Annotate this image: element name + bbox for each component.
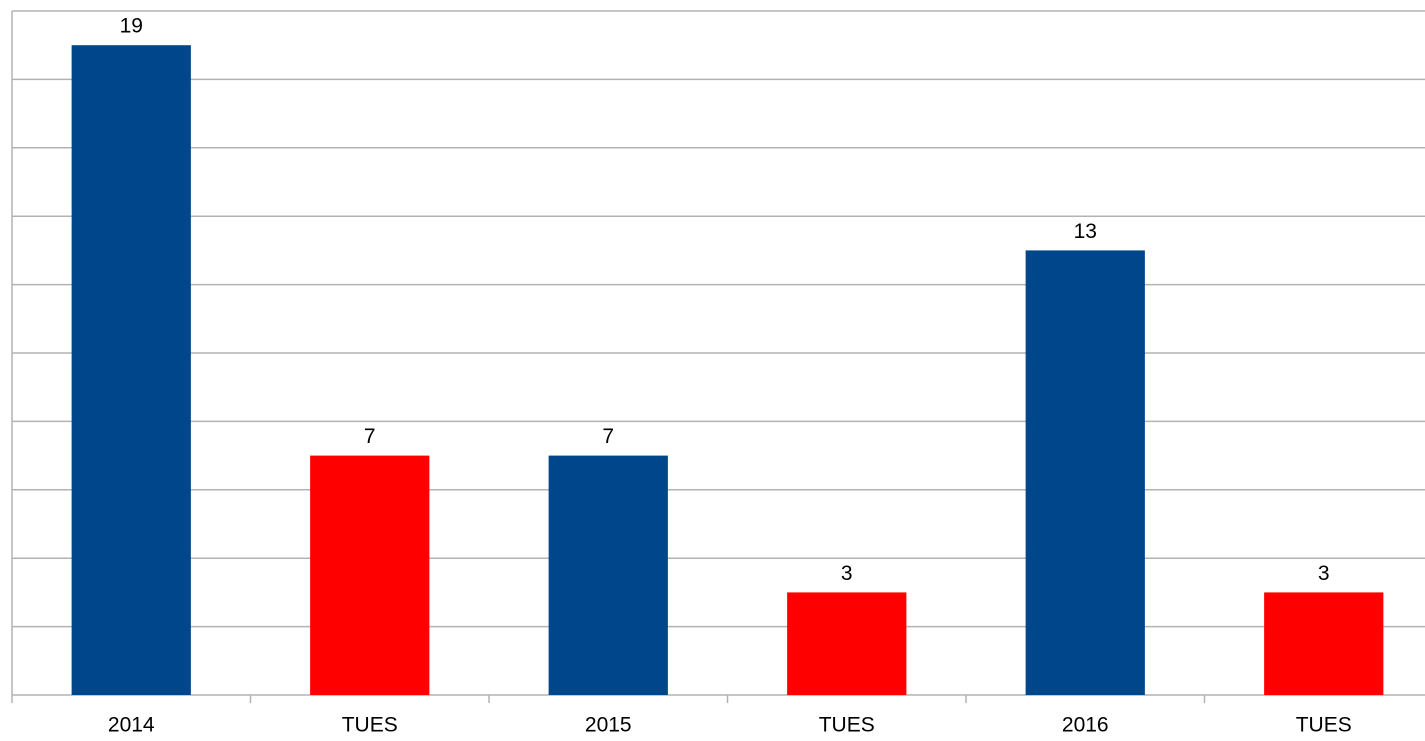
value-label: 7 (364, 425, 376, 448)
x-tick-label: TUES (1296, 714, 1352, 737)
x-tick-label: 2016 (1062, 714, 1109, 737)
x-tick-label: TUES (819, 714, 875, 737)
bar (1025, 250, 1145, 695)
bar (548, 455, 668, 695)
value-label: 3 (1318, 562, 1330, 585)
value-label: 3 (841, 562, 853, 585)
bar (71, 45, 191, 695)
x-tick-label: 2014 (108, 714, 155, 737)
x-tick-label: TUES (342, 714, 398, 737)
bar (310, 455, 430, 695)
value-label: 19 (120, 15, 143, 38)
x-tick-label: 2015 (585, 714, 632, 737)
bar (787, 592, 907, 695)
value-label: 13 (1074, 220, 1097, 243)
bar (1264, 592, 1384, 695)
value-label: 7 (602, 425, 614, 448)
